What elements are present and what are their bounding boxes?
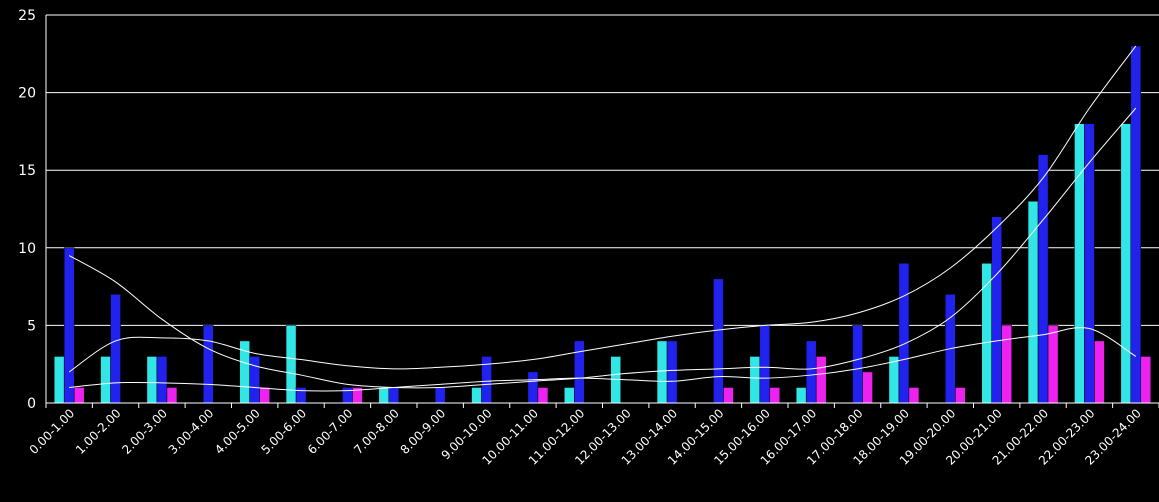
bar-series-2 bbox=[1084, 123, 1095, 404]
bar-series-1 bbox=[285, 325, 297, 404]
bar-series-3 bbox=[1047, 325, 1059, 404]
bar-series-3 bbox=[723, 387, 734, 404]
bar-series-2 bbox=[713, 278, 724, 404]
bar-series-3 bbox=[537, 387, 549, 404]
bar-series-2 bbox=[759, 325, 771, 404]
bar-series-1 bbox=[378, 387, 390, 404]
bar-series-1 bbox=[888, 356, 900, 404]
trendline-3 bbox=[68, 107, 1137, 389]
bar-series-3 bbox=[769, 387, 781, 404]
bar-series-2 bbox=[342, 387, 353, 404]
bar-series-2 bbox=[110, 294, 121, 404]
trendline-2 bbox=[69, 327, 1137, 392]
bar-series-1 bbox=[53, 356, 65, 404]
trendline-1 bbox=[68, 45, 1137, 373]
bar-series-2 bbox=[156, 356, 168, 404]
bar-series-1 bbox=[100, 356, 111, 404]
bar-series-2 bbox=[295, 387, 307, 404]
bar-series-3 bbox=[166, 387, 178, 404]
bar-series-3 bbox=[1094, 340, 1105, 404]
gridlines bbox=[46, 14, 1159, 326]
bar-series-2 bbox=[805, 340, 817, 404]
bar-series-2 bbox=[388, 387, 400, 404]
bar-series-2 bbox=[574, 340, 585, 404]
y-tick-label: 25 bbox=[18, 8, 36, 24]
bar-series-1 bbox=[564, 387, 575, 404]
bar-series-1 bbox=[749, 356, 761, 404]
bar-series-1 bbox=[1074, 123, 1085, 404]
bar-series-1 bbox=[795, 387, 807, 404]
bar-series-2 bbox=[666, 340, 678, 404]
bar-series-2 bbox=[1037, 154, 1049, 404]
bar-series-3 bbox=[73, 387, 85, 404]
axes bbox=[45, 15, 1159, 408]
bar-series-1 bbox=[146, 356, 158, 404]
bar-series-1 bbox=[471, 387, 482, 404]
bar-series-2 bbox=[249, 356, 260, 404]
y-tick-label: 0 bbox=[27, 396, 36, 412]
y-tick-label: 15 bbox=[18, 163, 36, 179]
bar-series-2 bbox=[63, 247, 75, 404]
bar-series-2 bbox=[527, 371, 539, 404]
bar-series-2 bbox=[852, 325, 863, 404]
bar-series-2 bbox=[898, 263, 910, 404]
trendlines bbox=[68, 45, 1137, 392]
bar-series-3 bbox=[815, 356, 827, 404]
y-tick-label: 5 bbox=[27, 318, 36, 334]
bar-series-3 bbox=[862, 371, 873, 404]
y-tick-label: 10 bbox=[18, 241, 36, 257]
bar-series-3 bbox=[1001, 325, 1012, 404]
bar-series-3 bbox=[1140, 356, 1152, 404]
bar-series-2 bbox=[434, 387, 446, 404]
bar-series-2 bbox=[1130, 45, 1142, 404]
bar-series-1 bbox=[1120, 123, 1132, 404]
bar-series-1 bbox=[656, 340, 668, 404]
y-tick-label: 20 bbox=[18, 86, 36, 102]
bar-series-3 bbox=[908, 387, 920, 404]
bar-series-3 bbox=[259, 387, 270, 404]
bar-series-2 bbox=[991, 216, 1002, 404]
bar-series-2 bbox=[203, 325, 214, 404]
bar-series-3 bbox=[955, 387, 966, 404]
